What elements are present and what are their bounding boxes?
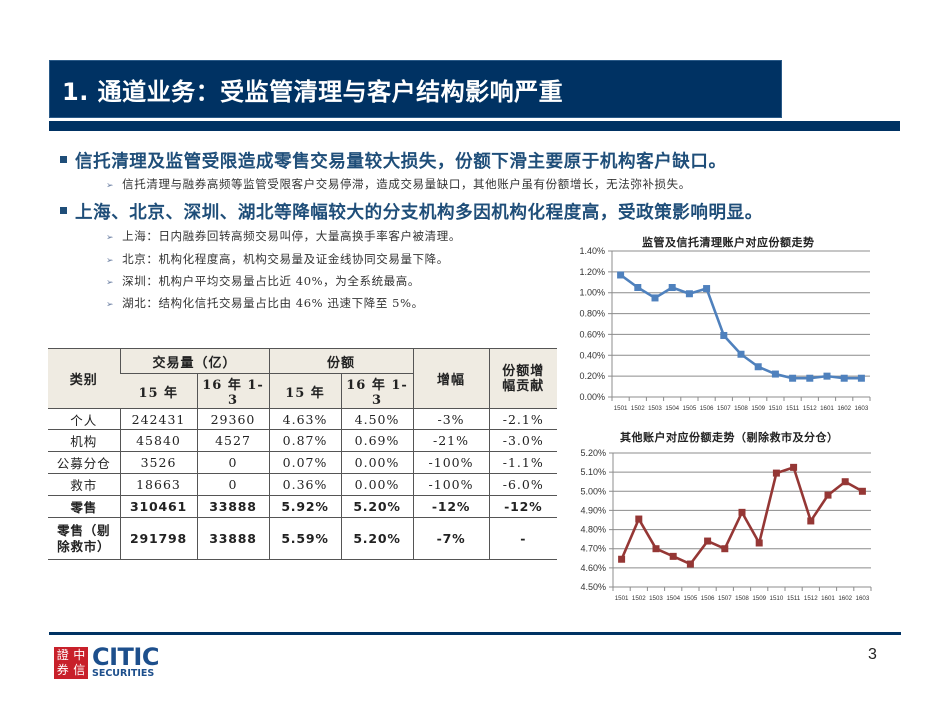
table-row: 个人 242431 29360 4.63% 4.50% -3% -2.1% xyxy=(48,408,557,430)
svg-text:1602: 1602 xyxy=(838,595,852,602)
svg-text:4.70%: 4.70% xyxy=(580,544,606,554)
title-divider xyxy=(49,121,900,131)
svg-text:0.00%: 0.00% xyxy=(579,392,605,402)
svg-text:1510: 1510 xyxy=(769,405,783,412)
footer-divider xyxy=(49,632,901,635)
svg-text:1507: 1507 xyxy=(717,405,731,412)
chart-other-accounts-share: 其他账户对应份额走势（剔除救市及分仓） 4.50% 4.60% 4.70% 4.80%… xyxy=(560,425,880,615)
line-plot: 0.00% 0.20% 0.40% 0.60% 0.80% 1.00% 1.20% 1.40%… xyxy=(579,246,871,412)
svg-text:1511: 1511 xyxy=(787,595,801,602)
logo-seal-icon: 證 中 券 信 xyxy=(54,646,88,679)
svg-text:1.20%: 1.20% xyxy=(579,267,605,277)
svg-text:1510: 1510 xyxy=(770,595,784,602)
arrow-bullet-icon: ➢ xyxy=(106,256,115,266)
header-share: 份额 xyxy=(268,348,413,374)
svg-text:1602: 1602 xyxy=(837,405,851,412)
table-row: 公募分仓 3526 0 0.07% 0.00% -100% -1.1% xyxy=(48,451,557,474)
svg-text:1603: 1603 xyxy=(856,595,870,602)
citic-logo: 證 中 券 信 CITIC SECURITIES xyxy=(54,643,159,679)
header-volume-15: 15 年 xyxy=(120,373,197,409)
svg-text:1603: 1603 xyxy=(855,405,869,412)
bullet-sub-2-4: ➢ 湖北：结构化信托交易量占比由 46% 迅速下降至 5%。 xyxy=(106,296,424,310)
square-bullet-icon xyxy=(60,207,67,214)
svg-text:1507: 1507 xyxy=(718,595,732,602)
table-row: 机构 45840 4527 0.87% 0.69% -21% -3.0% xyxy=(48,429,557,452)
page-number: 3 xyxy=(868,646,877,663)
arrow-bullet-icon: ➢ xyxy=(106,278,115,288)
svg-text:1508: 1508 xyxy=(735,595,749,602)
bullet-sub-1-1: ➢ 信托清理与融券高频等监管受限客户交易停滞，造成交易量缺口，其他账户虽有份额增长… xyxy=(106,177,691,191)
table-row-total: 零售 310461 33888 5.92% 5.20% -12% -12% xyxy=(48,495,557,518)
svg-text:1506: 1506 xyxy=(701,595,715,602)
svg-text:5.20%: 5.20% xyxy=(580,448,606,458)
chart-title: 监管及信托清理账户对应份额走势 xyxy=(642,236,815,249)
svg-text:4.80%: 4.80% xyxy=(580,525,606,535)
svg-text:4.60%: 4.60% xyxy=(580,563,606,573)
table-row-total-ex-rescue: 零售（剔除救市） 291798 33888 5.59% 5.20% -7% - xyxy=(48,517,557,560)
logo-wordmark: CITIC xyxy=(92,643,159,671)
line-plot: 4.50% 4.60% 4.70% 4.80% 4.90% 5.00% 5.10% 5.20%… xyxy=(580,448,872,602)
header-change: 增幅 xyxy=(412,348,489,409)
page-title: 1. 通道业务：受监管清理与客户结构影响严重 xyxy=(62,77,564,106)
svg-text:0.80%: 0.80% xyxy=(579,309,605,319)
svg-text:1.40%: 1.40% xyxy=(579,246,605,256)
svg-text:1501: 1501 xyxy=(614,405,628,412)
svg-text:1504: 1504 xyxy=(666,595,680,602)
svg-text:1503: 1503 xyxy=(648,405,662,412)
svg-text:1506: 1506 xyxy=(700,405,714,412)
header-share-16q1: 16 年 1-3 xyxy=(340,373,413,409)
svg-text:1509: 1509 xyxy=(751,405,765,412)
svg-text:0.60%: 0.60% xyxy=(579,329,605,339)
svg-text:1505: 1505 xyxy=(684,595,698,602)
svg-text:5.10%: 5.10% xyxy=(580,467,606,477)
chart-title: 其他账户对应份额走势（剔除救市及分仓） xyxy=(620,431,839,444)
svg-text:1512: 1512 xyxy=(803,405,817,412)
svg-text:1511: 1511 xyxy=(786,405,800,412)
svg-text:0.20%: 0.20% xyxy=(579,371,605,381)
arrow-bullet-icon: ➢ xyxy=(106,233,115,243)
logo-subtitle: SECURITIES xyxy=(92,668,155,679)
bullet-sub-2-2: ➢ 北京：机构化程度高，机构交易量及证金线协同交易量下降。 xyxy=(106,252,449,266)
arrow-bullet-icon: ➢ xyxy=(106,300,115,310)
share-table: 类别 交易量（亿） 份额 增幅 份额增幅贡献 15 年 16 年 1-3 15 … xyxy=(48,348,557,560)
svg-text:4.90%: 4.90% xyxy=(580,505,606,515)
svg-text:1601: 1601 xyxy=(821,595,835,602)
svg-text:1503: 1503 xyxy=(649,595,663,602)
bullet-main-2: 上海、北京、深圳、湖北等降幅较大的分支机构多因机构化程度高，受政策影响明显。 xyxy=(60,199,763,224)
svg-text:1509: 1509 xyxy=(752,595,766,602)
svg-text:1502: 1502 xyxy=(632,595,646,602)
table-row: 救市 18663 0 0.36% 0.00% -100% -6.0% xyxy=(48,473,557,496)
bullet-main-1: 信托清理及监管受限造成零售交易量较大损失，份额下滑主要原于机构客户缺口。 xyxy=(60,148,727,173)
svg-text:0.40%: 0.40% xyxy=(579,350,605,360)
svg-text:1505: 1505 xyxy=(683,405,697,412)
title-bar: 1. 通道业务：受监管清理与客户结构影响严重 xyxy=(49,60,782,118)
square-bullet-icon xyxy=(60,156,67,163)
svg-text:1.00%: 1.00% xyxy=(579,288,605,298)
svg-text:1501: 1501 xyxy=(615,595,629,602)
arrow-bullet-icon: ➢ xyxy=(106,181,115,191)
header-volume-16q1: 16 年 1-3 xyxy=(196,373,269,409)
svg-text:1601: 1601 xyxy=(820,405,834,412)
svg-text:5.00%: 5.00% xyxy=(580,486,606,496)
header-share-15: 15 年 xyxy=(268,373,341,409)
svg-text:4.50%: 4.50% xyxy=(580,582,606,592)
header-category: 类别 xyxy=(48,348,120,409)
svg-text:1508: 1508 xyxy=(734,405,748,412)
chart-regulated-accounts-share: 监管及信托清理账户对应份额走势 0.00% 0.20% 0.40% 0.60% 0.80… xyxy=(560,230,880,420)
svg-text:1502: 1502 xyxy=(631,405,645,412)
bullet-sub-2-1: ➢ 上海：日内融券回转高频交易叫停，大量高换手率客户被清理。 xyxy=(106,229,461,243)
svg-text:1512: 1512 xyxy=(804,595,818,602)
header-volume: 交易量（亿） xyxy=(119,348,269,374)
bullet-sub-2-3: ➢ 深圳：机构户平均交易量占比近 40%，为全系统最高。 xyxy=(106,274,420,288)
svg-text:1504: 1504 xyxy=(665,405,679,412)
header-contribution: 份额增幅贡献 xyxy=(488,348,557,409)
